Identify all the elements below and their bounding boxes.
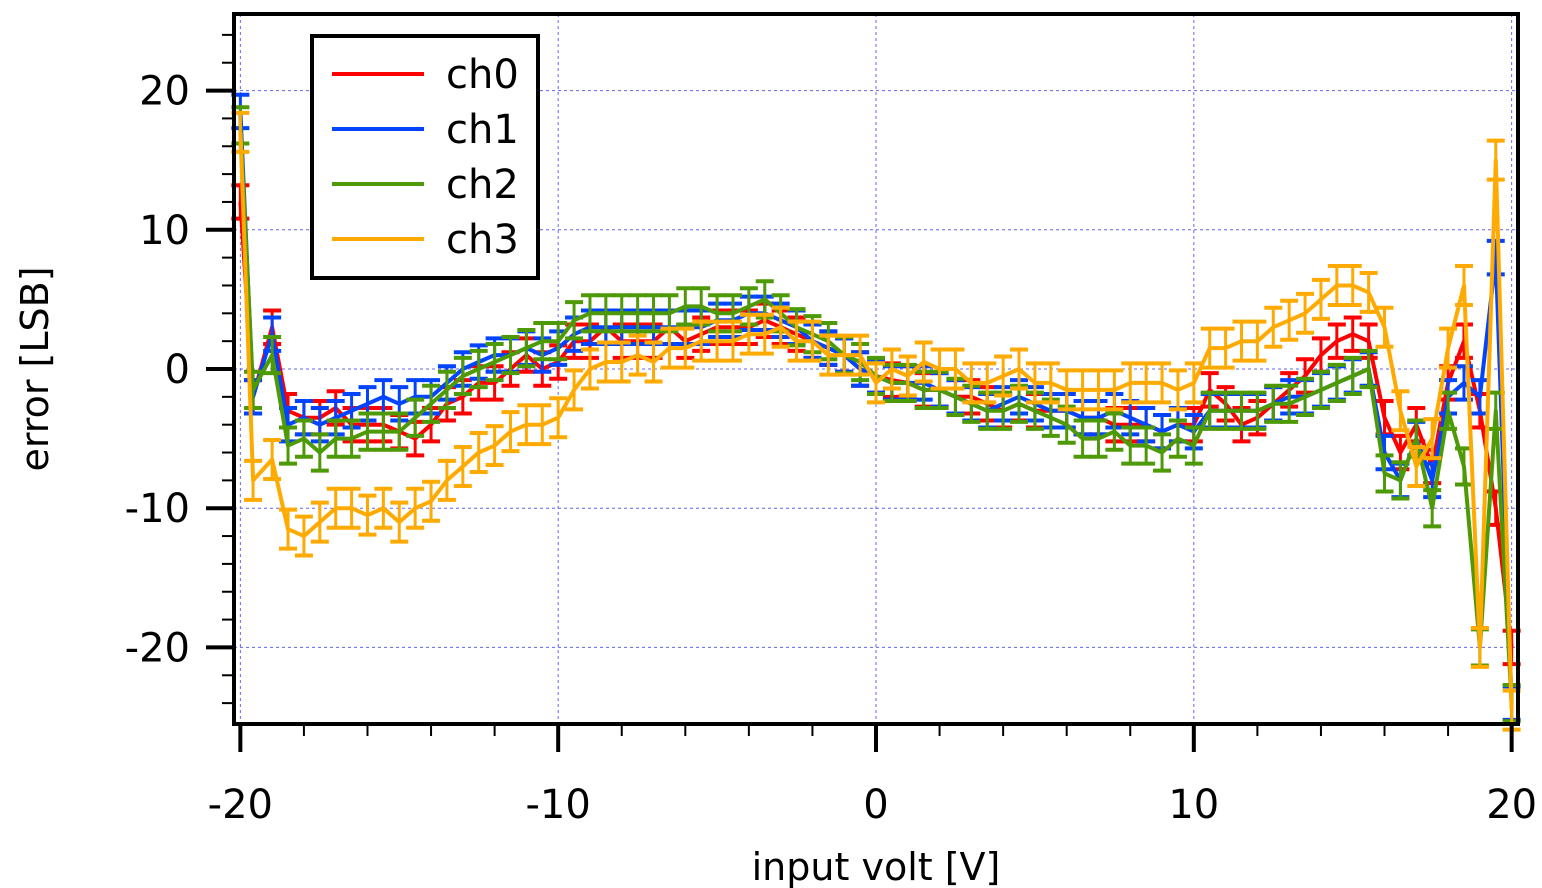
y-axis-title: error [LSB] [13, 266, 57, 471]
x-axis: -20 -10 0 10 20 [208, 724, 1537, 828]
x-tick-label: -10 [526, 782, 591, 828]
y-tick-label: 10 [139, 208, 190, 254]
y-tick-label: -10 [125, 486, 190, 532]
x-tick-label: 10 [1168, 782, 1219, 828]
y-tick-label: -20 [125, 625, 190, 671]
legend-label-ch1: ch1 [446, 107, 519, 153]
legend-label-ch2: ch2 [446, 162, 519, 208]
y-axis: -20 -10 0 10 20 [125, 33, 234, 705]
x-axis-title: input volt [V] [752, 845, 1001, 888]
x-tick-label: -20 [208, 782, 273, 828]
x-tick-label: 20 [1486, 782, 1537, 828]
x-tick-label: 0 [863, 782, 888, 828]
series-layer [231, 92, 1521, 732]
legend-label-ch3: ch3 [446, 217, 519, 263]
y-tick-label: 0 [165, 347, 190, 393]
legend-label-ch0: ch0 [446, 52, 519, 98]
legend: ch0 ch1 ch2 ch3 [310, 34, 540, 280]
y-tick-label: 20 [139, 69, 190, 115]
